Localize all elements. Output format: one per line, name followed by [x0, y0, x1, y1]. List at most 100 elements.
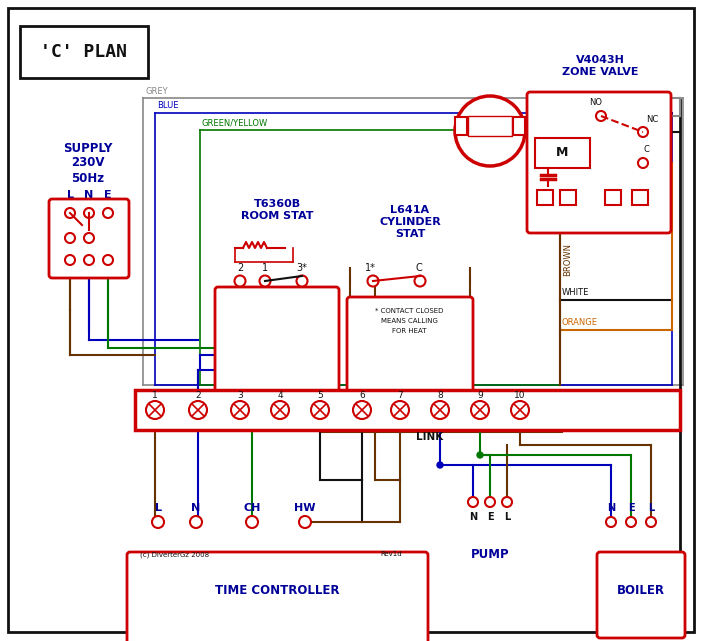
Circle shape — [146, 401, 164, 419]
Circle shape — [638, 127, 648, 137]
Text: * CONTACT CLOSED: * CONTACT CLOSED — [375, 308, 443, 314]
Text: L: L — [648, 503, 654, 513]
Bar — [632, 190, 648, 205]
Text: TIME CONTROLLER: TIME CONTROLLER — [216, 583, 340, 597]
Circle shape — [638, 158, 648, 168]
Circle shape — [84, 208, 94, 218]
Text: ORANGE: ORANGE — [562, 318, 598, 327]
Text: L: L — [504, 512, 510, 522]
Circle shape — [626, 517, 636, 527]
Circle shape — [152, 516, 164, 528]
Text: CH: CH — [244, 503, 260, 513]
Text: NO: NO — [590, 98, 602, 107]
Text: WHITE: WHITE — [562, 288, 590, 297]
Circle shape — [511, 401, 529, 419]
Text: (c) DiverterGz 2008: (c) DiverterGz 2008 — [140, 551, 209, 558]
Circle shape — [103, 255, 113, 265]
Text: N: N — [84, 190, 93, 200]
Text: 8: 8 — [437, 390, 443, 399]
Circle shape — [414, 276, 425, 287]
Text: Rev1d: Rev1d — [380, 551, 402, 557]
Text: 3: 3 — [237, 390, 243, 399]
Text: L: L — [154, 503, 161, 513]
Circle shape — [606, 517, 616, 527]
Text: PUMP: PUMP — [470, 549, 510, 562]
Circle shape — [468, 497, 478, 507]
Bar — [537, 190, 553, 205]
Circle shape — [311, 401, 329, 419]
Text: E: E — [486, 512, 494, 522]
Bar — [560, 190, 576, 205]
FancyBboxPatch shape — [347, 297, 473, 423]
Text: T6360B: T6360B — [253, 199, 300, 209]
Text: 3*: 3* — [296, 263, 307, 273]
Circle shape — [84, 255, 94, 265]
Circle shape — [84, 233, 94, 243]
Text: N: N — [607, 503, 615, 513]
Bar — [468, 116, 512, 136]
Circle shape — [353, 401, 371, 419]
Circle shape — [189, 401, 207, 419]
Circle shape — [477, 452, 483, 458]
Text: 'C' PLAN: 'C' PLAN — [41, 43, 128, 61]
FancyBboxPatch shape — [215, 287, 339, 398]
Text: SUPPLY: SUPPLY — [63, 142, 113, 154]
Text: 1: 1 — [152, 390, 158, 399]
Text: BLUE: BLUE — [157, 101, 178, 110]
Text: 1: 1 — [262, 263, 268, 273]
Text: GREY: GREY — [145, 87, 168, 96]
Circle shape — [296, 276, 307, 287]
Circle shape — [260, 276, 270, 287]
Text: CYLINDER: CYLINDER — [379, 217, 441, 227]
Text: E: E — [104, 190, 112, 200]
Text: 1*: 1* — [364, 263, 376, 273]
Circle shape — [502, 497, 512, 507]
Text: BOILER: BOILER — [617, 583, 665, 597]
Text: 2: 2 — [195, 390, 201, 399]
Bar — [20, 26, 148, 78]
Circle shape — [437, 462, 443, 468]
Text: N: N — [192, 503, 201, 513]
Text: L: L — [67, 190, 74, 200]
Text: 4: 4 — [277, 390, 283, 399]
Text: E: E — [628, 503, 635, 513]
Text: LINK: LINK — [416, 432, 444, 442]
FancyBboxPatch shape — [527, 92, 671, 233]
Text: M: M — [556, 147, 568, 160]
Text: C: C — [643, 145, 649, 154]
Text: NC: NC — [646, 115, 658, 124]
Circle shape — [485, 497, 495, 507]
Bar — [535, 138, 590, 168]
Text: 10: 10 — [515, 390, 526, 399]
Text: ROOM STAT: ROOM STAT — [241, 211, 313, 221]
Circle shape — [299, 516, 311, 528]
Circle shape — [455, 96, 525, 166]
Text: 50Hz: 50Hz — [72, 172, 105, 185]
Text: HW: HW — [294, 503, 316, 513]
Bar — [455, 117, 467, 135]
Circle shape — [471, 401, 489, 419]
Text: 2: 2 — [237, 263, 243, 273]
Text: V4043H: V4043H — [576, 55, 625, 65]
Text: 9: 9 — [477, 390, 483, 399]
Text: 230V: 230V — [71, 156, 105, 169]
Bar — [605, 190, 621, 205]
Circle shape — [234, 276, 246, 287]
Text: C: C — [416, 263, 423, 273]
Circle shape — [231, 401, 249, 419]
Text: GREEN/YELLOW: GREEN/YELLOW — [202, 118, 268, 127]
Circle shape — [246, 516, 258, 528]
Circle shape — [368, 276, 378, 287]
Text: N: N — [469, 512, 477, 522]
Circle shape — [103, 208, 113, 218]
Circle shape — [271, 401, 289, 419]
Circle shape — [431, 401, 449, 419]
Bar — [513, 117, 525, 135]
FancyBboxPatch shape — [49, 199, 129, 278]
Text: L641A: L641A — [390, 205, 430, 215]
Text: ZONE VALVE: ZONE VALVE — [562, 67, 638, 77]
FancyBboxPatch shape — [127, 552, 428, 641]
Circle shape — [596, 111, 606, 121]
Circle shape — [391, 401, 409, 419]
Text: FOR HEAT: FOR HEAT — [392, 328, 426, 334]
